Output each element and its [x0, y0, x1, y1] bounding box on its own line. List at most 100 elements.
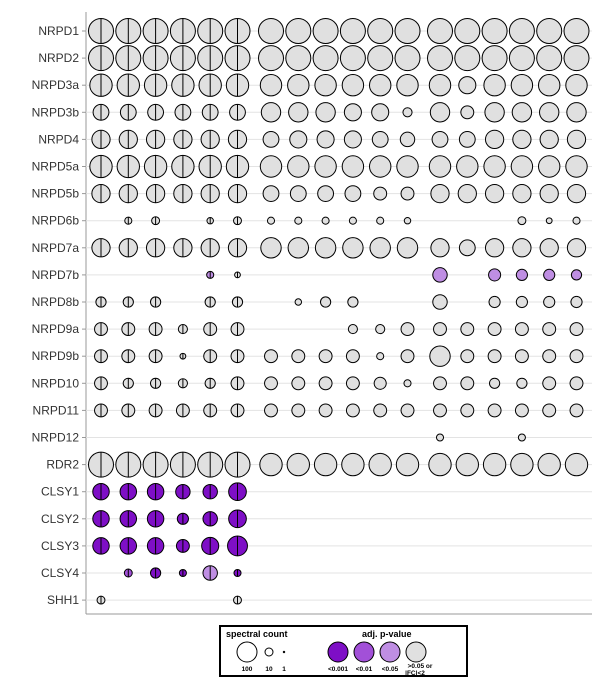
legend-color-label-ns-line2: |FC|<2 [405, 670, 425, 675]
bubble [537, 452, 561, 477]
bubble [517, 216, 527, 226]
bubble [294, 298, 303, 306]
bubble [536, 18, 563, 44]
legend-size-label-1: 1 [282, 666, 286, 673]
legend-size-label-10: 10 [265, 666, 273, 673]
row-label: NRPD5a [32, 160, 80, 174]
bubble [515, 295, 528, 309]
row-label: NRPD9a [32, 322, 80, 336]
row-label: NRPD4 [38, 132, 79, 146]
bubble [285, 45, 312, 72]
bubble [287, 155, 310, 178]
bubble [536, 45, 563, 72]
bubble [570, 295, 583, 309]
bubble [339, 45, 366, 72]
bubble [396, 73, 419, 97]
bubble [368, 73, 392, 97]
bubble [460, 376, 475, 391]
row-label: CLSY4 [41, 566, 79, 580]
legend-size-circle-1 [282, 650, 286, 654]
bubble [537, 155, 561, 178]
bubble [454, 45, 481, 72]
row-label: NRPD7b [32, 268, 80, 282]
bubble [345, 349, 360, 364]
bubble [399, 131, 416, 148]
bubble [394, 45, 421, 72]
bubble [314, 73, 337, 97]
bubble [483, 73, 506, 97]
bubble [566, 102, 587, 123]
bubble [508, 45, 535, 72]
bubble [481, 18, 508, 44]
bubble [400, 349, 415, 364]
bubble [433, 322, 447, 337]
row-label: CLSY3 [41, 539, 79, 553]
bubble [428, 452, 452, 477]
bubble [570, 269, 583, 281]
bubble [458, 239, 476, 257]
bubble [289, 130, 308, 149]
bubble [569, 349, 584, 364]
bubble [432, 267, 448, 283]
bubble [259, 73, 283, 97]
bubble [432, 294, 448, 310]
bubble [539, 183, 559, 204]
bubble [264, 403, 278, 418]
row-label: NRPD11 [33, 403, 80, 417]
bubble [368, 155, 392, 178]
bubble [512, 129, 532, 150]
bubble [260, 102, 282, 123]
legend-color-label-p001: <0.001 [328, 666, 348, 673]
bubble [316, 130, 335, 149]
bubble [319, 296, 332, 308]
bubble [342, 237, 364, 259]
bubble [264, 376, 278, 391]
bubble [433, 376, 447, 391]
bubble [460, 403, 475, 418]
legend-color-circle-p001 [327, 641, 349, 663]
bubble [572, 216, 581, 225]
bubble [259, 155, 283, 178]
bubble [317, 185, 335, 203]
bubble [539, 102, 560, 123]
bubble [341, 73, 365, 97]
bubble [347, 324, 358, 335]
bubble [429, 102, 451, 123]
bubble [259, 452, 283, 477]
bubble [345, 376, 360, 391]
legend: spectral count adj. p-value 100 10 1 <0.… [219, 625, 468, 677]
bubble [516, 377, 528, 389]
bubble [427, 18, 453, 44]
bubble [395, 452, 420, 477]
legend-color-title: adj. p-value [362, 629, 412, 639]
bubble [483, 155, 506, 178]
bubble [262, 185, 280, 203]
bubble [373, 403, 388, 418]
bubble [288, 102, 309, 123]
bubble [394, 18, 421, 44]
bubble [402, 107, 413, 118]
bubble [368, 452, 392, 477]
bubble [287, 73, 310, 97]
bubble [460, 105, 475, 120]
bubble [460, 349, 475, 364]
bubble [347, 296, 359, 308]
bubble [537, 73, 561, 97]
row-labels: NRPD1 NRPD2 NRPD3a NRPD3b NRPD4 NRPD5a NRPD5b N… [32, 24, 80, 607]
bubble [396, 237, 419, 259]
bubble [539, 129, 559, 150]
bubble [542, 349, 557, 364]
bubble [542, 322, 557, 337]
bubble [563, 45, 590, 72]
bubble [487, 349, 502, 364]
bubble [264, 349, 278, 364]
bubble [539, 238, 559, 258]
bubble [565, 155, 588, 178]
bubble [566, 238, 587, 258]
bubble [367, 18, 394, 44]
row-label: NRPD7a [32, 241, 80, 255]
legend-color-circle-ns [405, 641, 427, 663]
legend-color-label-ns-line1: >0.05 or [408, 663, 433, 670]
bubble [514, 322, 529, 337]
bubble [563, 18, 590, 44]
